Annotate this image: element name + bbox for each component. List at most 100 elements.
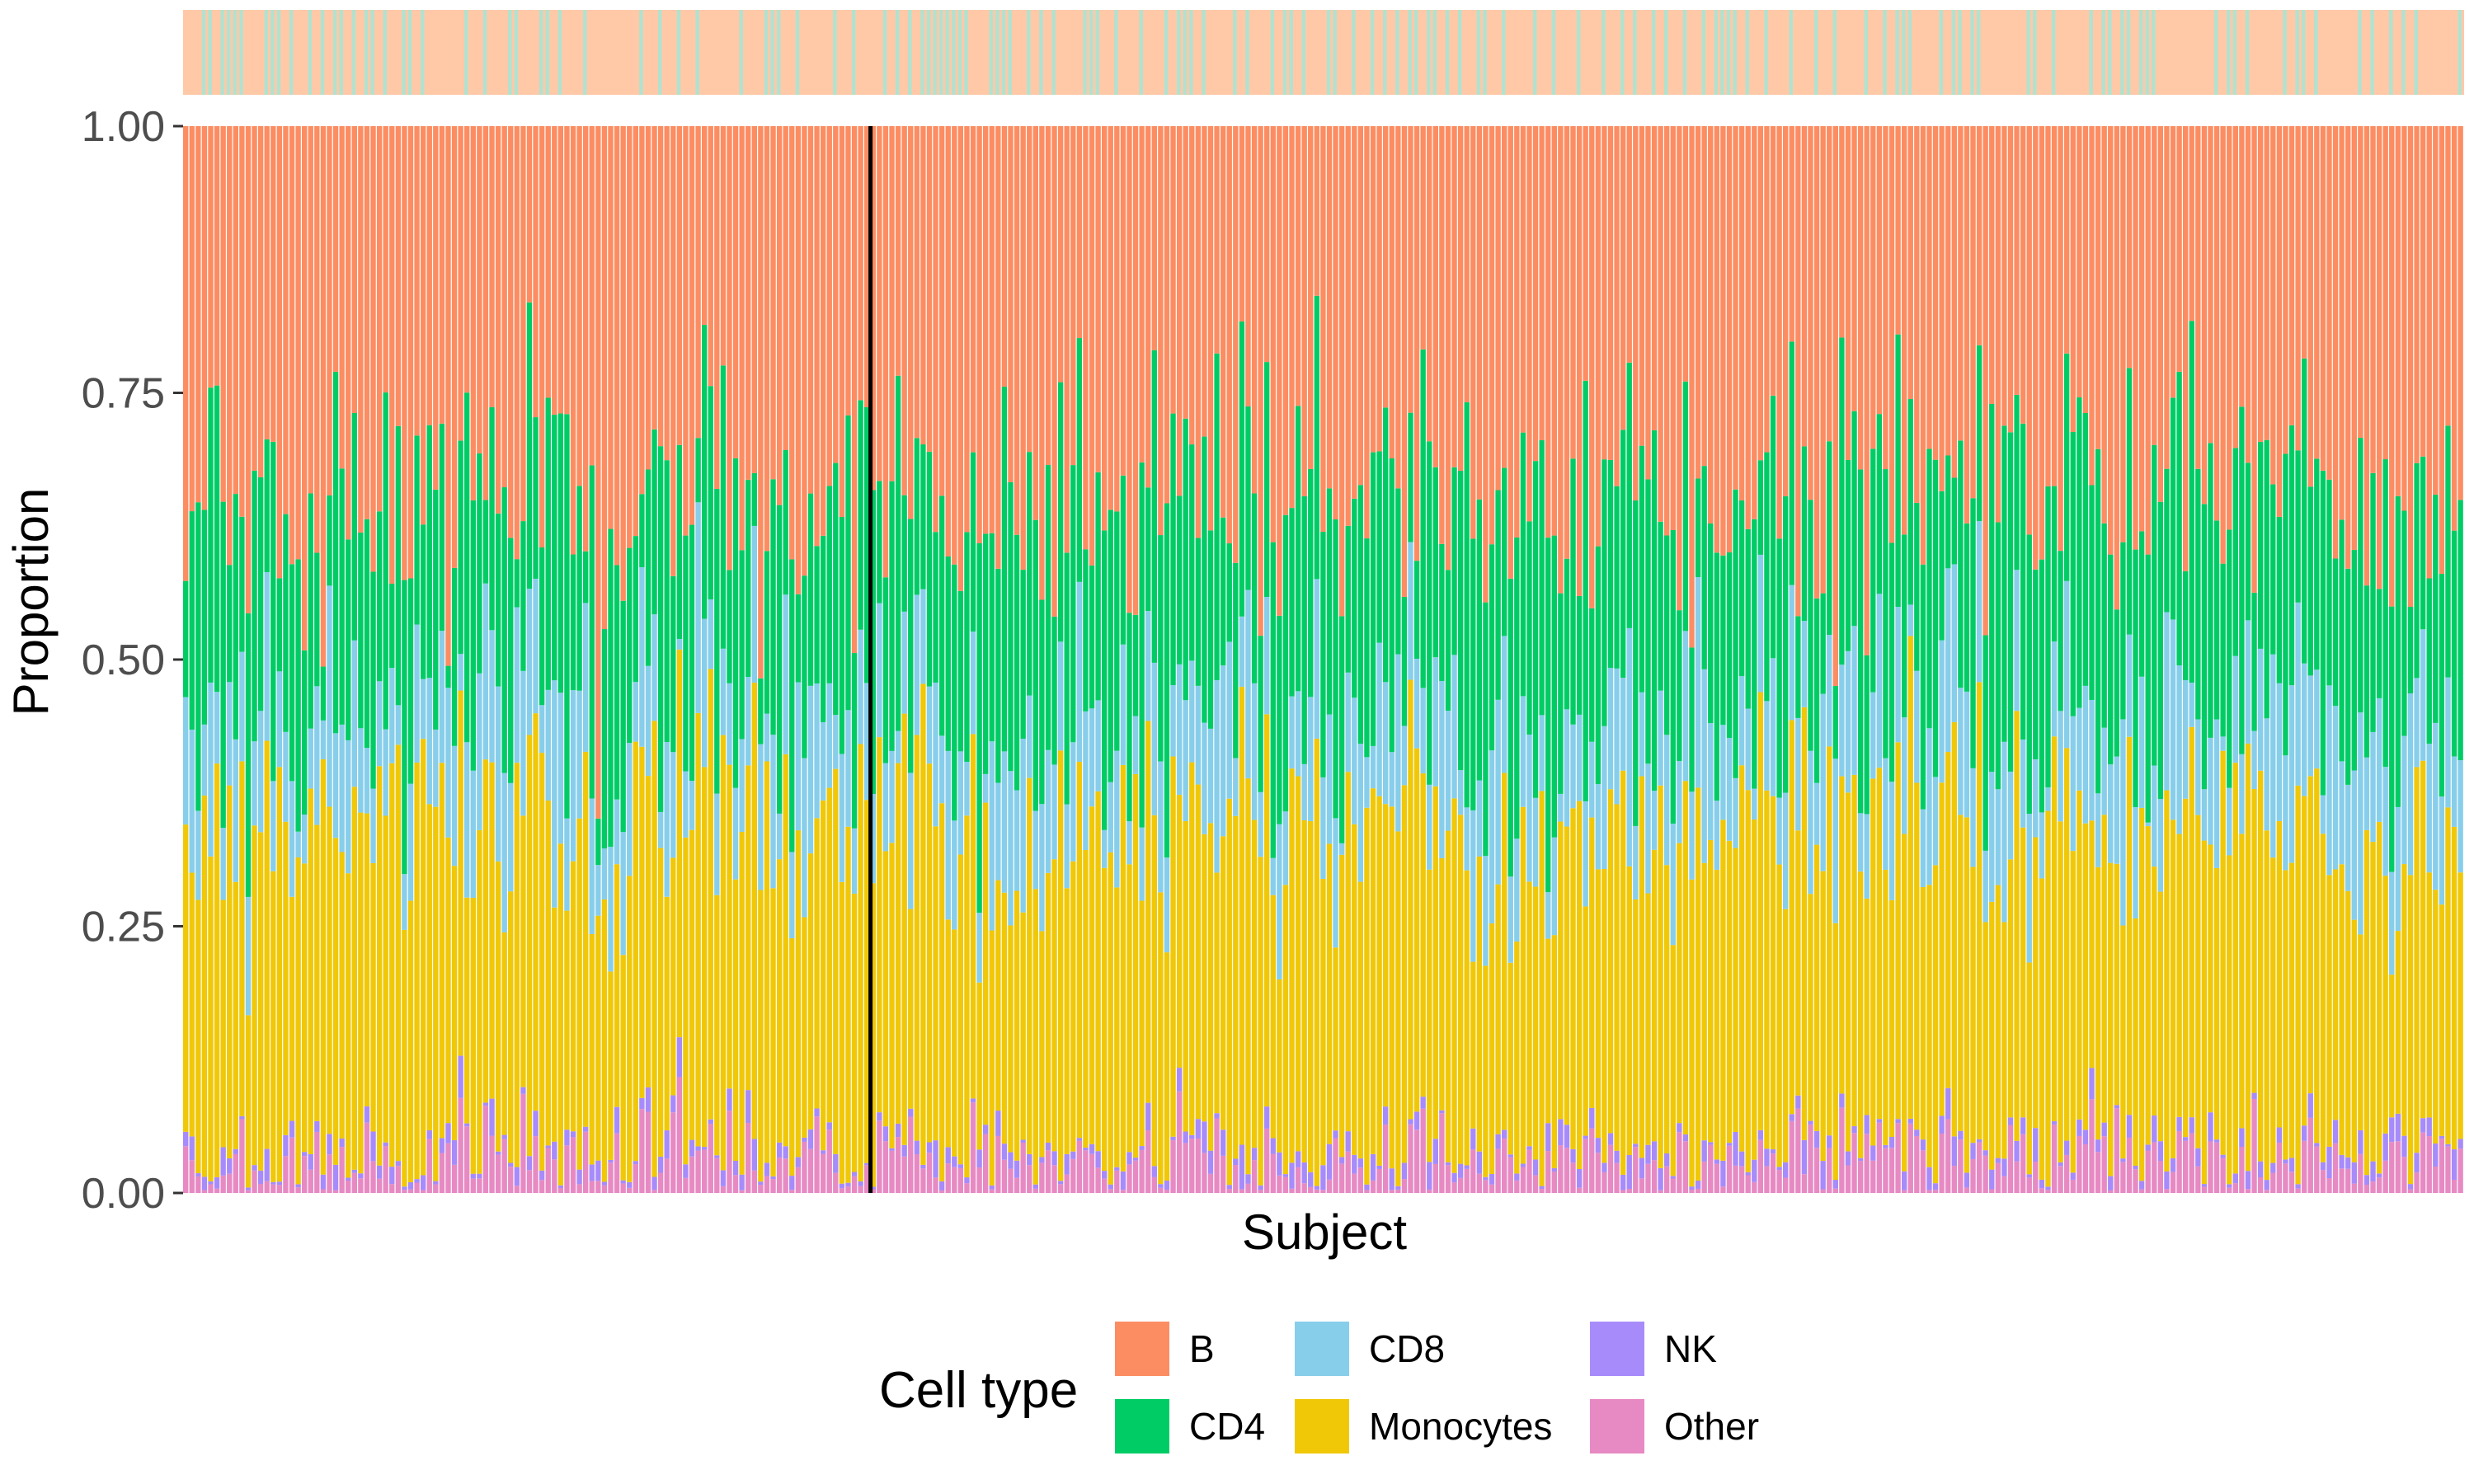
bar-segment-monocytes	[1689, 879, 1695, 1187]
bar-segment-other	[1782, 1177, 1789, 1193]
bar-segment-cd4	[2332, 558, 2339, 707]
bar-segment-b	[1851, 126, 1857, 411]
bar-segment-b	[458, 126, 463, 441]
bar-segment-cd4	[1277, 615, 1282, 824]
bar-segment-other	[2020, 1134, 2026, 1193]
bar-segment-b	[1207, 126, 1214, 531]
bar-segment-cd4	[2007, 432, 2014, 772]
bar-segment-other	[651, 1190, 657, 1193]
bar-segment-other	[183, 1146, 189, 1193]
bar-segment-cd8	[858, 629, 863, 744]
bar-segment-nk	[764, 1162, 770, 1176]
bar-segment-other	[2320, 1170, 2326, 1193]
bar-segment-cd8	[589, 798, 595, 934]
bar-segment-other	[1714, 1163, 1720, 1193]
bar-segment-other	[1514, 1180, 1520, 1193]
annotation-cell	[1701, 10, 1706, 95]
bar-segment-nk	[1939, 1115, 1945, 1134]
bar-segment-nk	[2320, 1162, 2326, 1171]
bar-segment-cd8	[1264, 597, 1270, 715]
bar-segment-b	[639, 126, 645, 495]
bar-segment-cd8	[701, 618, 708, 768]
bar-segment-nk	[1602, 1162, 1607, 1172]
bar-segment-cd4	[2363, 585, 2370, 758]
bar-segment-monocytes	[1401, 785, 1408, 1163]
bar-segment-cd4	[1413, 561, 1420, 659]
bar-segment-b	[2376, 126, 2382, 589]
bar-segment-b	[514, 126, 520, 560]
bar-segment-cd4	[1664, 535, 1670, 735]
bar-segment-nk	[1564, 1125, 1570, 1148]
bar-segment-cd8	[301, 815, 308, 864]
bar-segment-cd4	[201, 510, 208, 725]
bar-segment-cd8	[1039, 804, 1045, 932]
bar-segment-cd8	[1514, 838, 1520, 942]
bar-segment-cd8	[283, 731, 289, 822]
bar-segment-cd8	[789, 852, 795, 939]
bar-segment-other	[1614, 1162, 1620, 1193]
bar-segment-cd8	[1820, 693, 1826, 871]
annotation-cell	[1352, 10, 1356, 95]
bar-segment-nk	[1945, 1087, 1951, 1120]
bar-segment-cd8	[1364, 757, 1370, 808]
annotation-cell	[2232, 10, 2237, 95]
annotation-cell	[383, 10, 388, 95]
bar-segment-b	[289, 126, 295, 565]
y-tick-label: 0.75	[82, 370, 165, 418]
bar-segment-monocytes	[2182, 798, 2189, 1138]
bar-segment-nk	[1114, 1167, 1120, 1171]
bar-segment-monocytes	[332, 838, 339, 1165]
bar-segment-cd4	[1895, 334, 1901, 608]
annotation-cell	[1027, 10, 1031, 95]
bar-segment-cd4	[208, 387, 214, 683]
bar-segment-monocytes	[327, 806, 332, 1134]
bar-segment-cd8	[1864, 814, 1870, 899]
bar-segment-cd4	[2070, 431, 2076, 716]
bar-segment-monocytes	[814, 818, 820, 1109]
bar-segment-cd4	[233, 494, 238, 740]
bar-segment-other	[989, 1189, 995, 1193]
bar-segment-nk	[1888, 1137, 1895, 1148]
bar-segment-other	[239, 1119, 245, 1193]
bar-segment-nk	[2157, 1141, 2164, 1161]
bar-segment-b	[239, 126, 245, 517]
bar-segment-cd8	[1526, 734, 1532, 882]
bar-segment-cd8	[2445, 677, 2451, 808]
bar-segment-nk	[2395, 1113, 2401, 1142]
annotation-cell	[1095, 10, 1099, 95]
bar-segment-monocytes	[445, 837, 451, 1124]
bar-segment-nk	[1151, 1166, 1157, 1177]
bar-segment-cd8	[2345, 784, 2351, 891]
bar-segment-b	[2051, 126, 2058, 486]
bar-segment-monocytes	[1176, 795, 1183, 1068]
bar-segment-b	[851, 126, 858, 654]
bar-segment-cd8	[1976, 521, 1982, 683]
bar-segment-nk	[1282, 1174, 1289, 1177]
bar-segment-b	[1845, 126, 1851, 460]
bar-segment-nk	[1832, 1180, 1838, 1189]
bar-segment-nk	[664, 1130, 670, 1159]
bar-segment-cd4	[1045, 465, 1051, 750]
bar-segment-cd8	[1439, 681, 1445, 858]
bar-segment-cd8	[1839, 665, 1845, 777]
bar-segment-monocytes	[420, 739, 426, 1176]
bar-segment-monocytes	[2070, 851, 2076, 1173]
bar-segment-monocytes	[608, 971, 614, 1160]
bar-segment-nk	[1982, 1150, 1988, 1156]
bar-segment-cd4	[1701, 466, 1707, 669]
bar-segment-monocytes	[1239, 687, 1245, 1145]
bar-segment-nk	[1614, 1150, 1620, 1163]
bar-segment-other	[420, 1190, 426, 1193]
bar-segment-cd4	[1520, 432, 1526, 697]
bar-segment-cd4	[2152, 444, 2157, 766]
bar-segment-nk	[2420, 1118, 2426, 1133]
bar-segment-other	[1202, 1153, 1207, 1193]
bar-segment-cd8	[1570, 724, 1576, 809]
bar-segment-cd4	[695, 438, 701, 503]
bar-segment-other	[1008, 1168, 1014, 1193]
bar-segment-cd4	[1620, 430, 1626, 679]
bar-segment-monocytes	[1432, 786, 1438, 1139]
bar-segment-other	[257, 1183, 264, 1193]
bar-segment-cd8	[1539, 715, 1545, 791]
bar-segment-cd4	[1083, 549, 1089, 711]
